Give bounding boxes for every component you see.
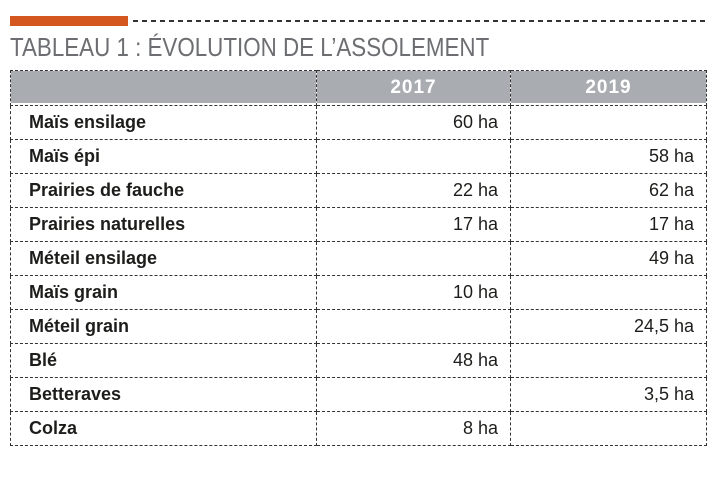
cell-2019 [510,411,707,446]
table-row: Betteraves 3,5 ha [10,377,707,412]
cell-2017: 22 ha [316,173,511,208]
table-caption: TABLEAU 1 : ÉVOLUTION DE L’ASSOLEMENT [10,32,490,62]
cell-2017: 8 ha [316,411,511,446]
cell-2017: 10 ha [316,275,511,310]
accent-bar [10,16,128,26]
header-2019: 2019 [510,70,707,106]
table-row: Maïs épi 58 ha [10,139,707,174]
cell-2017 [316,241,511,276]
cell-2019: 24,5 ha [510,309,707,344]
cell-2019 [510,275,707,310]
table-row: Maïs ensilage 60 ha [10,105,707,140]
row-label: Méteil ensilage [10,241,317,276]
header-2017: 2017 [316,70,511,106]
row-label: Colza [10,411,317,446]
table-row: Méteil grain 24,5 ha [10,309,707,344]
cell-2019: 17 ha [510,207,707,242]
row-label: Maïs grain [10,275,317,310]
row-label: Prairies naturelles [10,207,317,242]
row-label: Blé [10,343,317,378]
cell-2017: 60 ha [316,105,511,140]
section-rule [10,16,706,26]
row-label: Betteraves [10,377,317,412]
table-row: Maïs grain 10 ha [10,275,707,310]
cell-2019: 49 ha [510,241,707,276]
header-row: 2017 2019 [10,70,707,106]
row-label: Maïs ensilage [10,105,317,140]
cell-2017 [316,139,511,174]
table-row: Prairies de fauche 22 ha 62 ha [10,173,707,208]
cell-2017: 17 ha [316,207,511,242]
table-row: Blé 48 ha [10,343,707,378]
cell-2019: 3,5 ha [510,377,707,412]
cell-2017 [316,309,511,344]
row-label: Maïs épi [10,139,317,174]
cell-2019 [510,343,707,378]
table-row: Colza 8 ha [10,411,707,446]
cell-2019: 62 ha [510,173,707,208]
row-label: Prairies de fauche [10,173,317,208]
table-row: Prairies naturelles 17 ha 17 ha [10,207,707,242]
row-label: Méteil grain [10,309,317,344]
cell-2017 [316,377,511,412]
cell-2019: 58 ha [510,139,707,174]
table-row: Méteil ensilage 49 ha [10,241,707,276]
dashed-rule [133,20,706,22]
cell-2017: 48 ha [316,343,511,378]
cell-2019 [510,105,707,140]
assolement-table: 2017 2019 Maïs ensilage 60 ha Maïs épi 5… [10,70,707,446]
header-empty-cell [10,70,317,106]
